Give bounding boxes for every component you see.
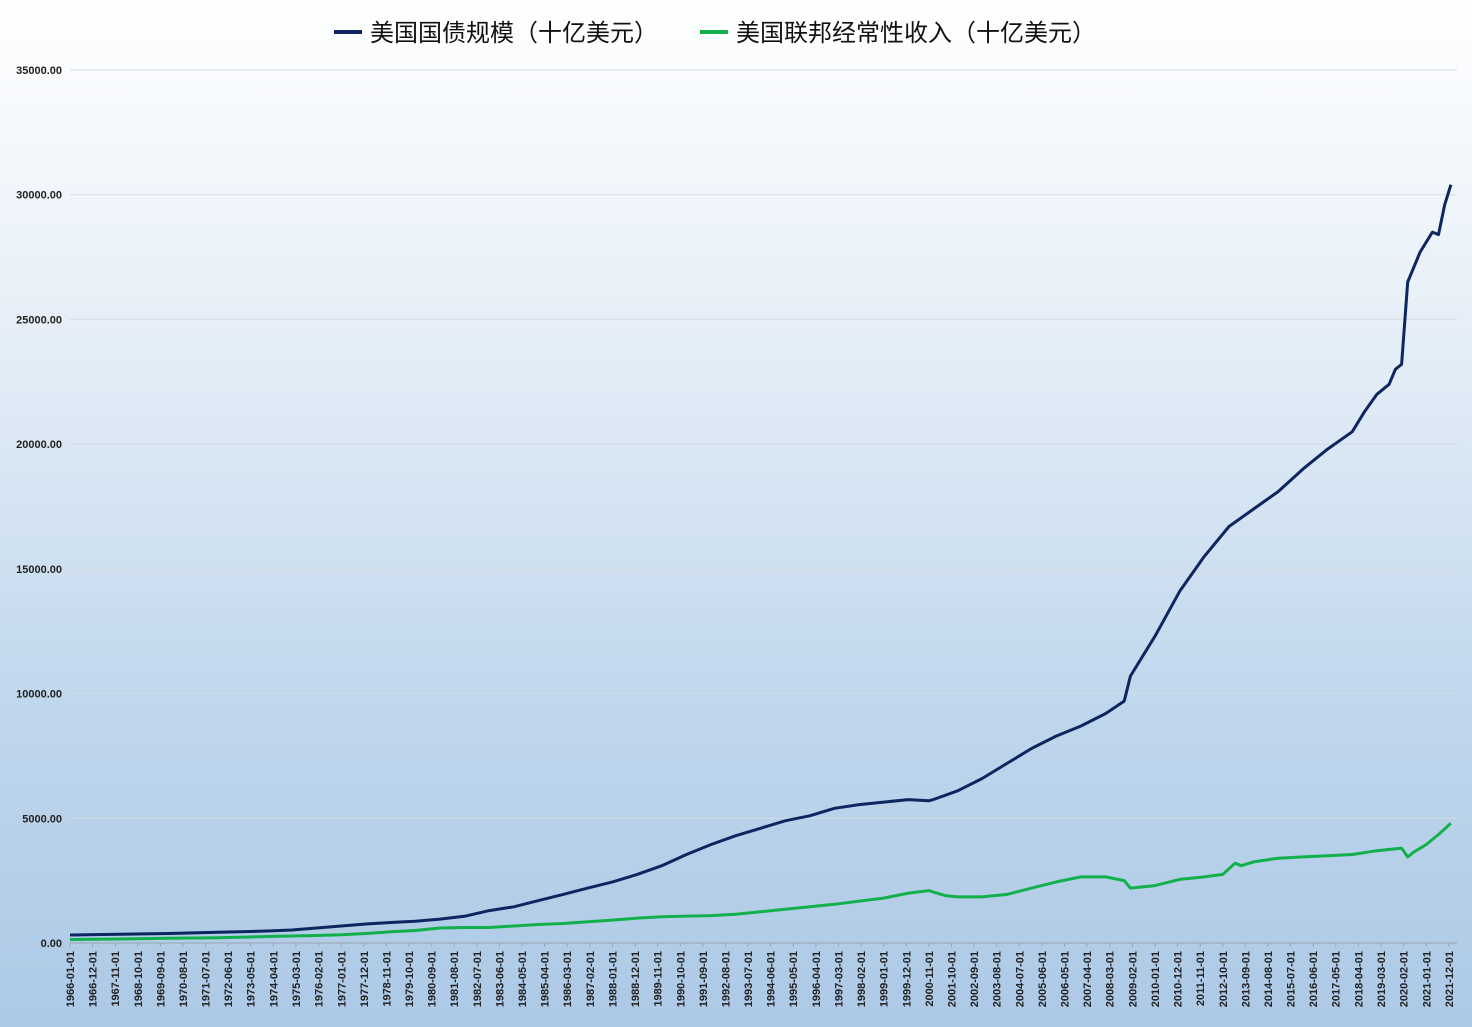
y-tick-label: 0.00 (41, 938, 62, 950)
x-tick-label: 1999-12-01 (901, 951, 913, 1007)
x-tick-label: 1983-06-01 (494, 951, 506, 1007)
x-tick-label: 2014-08-01 (1263, 951, 1275, 1007)
x-tick-label: 2002-09-01 (969, 951, 981, 1007)
x-tick-label: 1971-07-01 (200, 951, 212, 1007)
x-tick-label: 1974-04-01 (268, 951, 280, 1007)
x-tick-label: 1994-06-01 (766, 951, 778, 1007)
y-tick-label: 10000.00 (16, 689, 62, 701)
x-tick-label: 1975-03-01 (291, 951, 303, 1007)
x-tick-label: 2001-10-01 (947, 951, 959, 1007)
y-tick-label: 15000.00 (16, 564, 62, 576)
y-tick-label: 30000.00 (16, 190, 62, 202)
x-tick-label: 1997-03-01 (833, 951, 845, 1007)
x-tick-label: 2006-05-01 (1059, 951, 1071, 1007)
x-tick-label: 1972-06-01 (223, 951, 235, 1007)
x-tick-label: 2011-11-01 (1195, 951, 1207, 1006)
x-tick-label: 2013-09-01 (1240, 951, 1252, 1007)
x-tick-label: 1992-08-01 (720, 951, 732, 1007)
x-axis: 1966-01-01 1966-12-01 1967-11-01 1968-10-01… (65, 943, 1456, 1007)
chart-legend: 美国国债规模（十亿美元） 美国联邦经常性收入（十亿美元） (334, 19, 1096, 47)
x-tick-label: 1970-08-01 (178, 951, 190, 1007)
x-tick-label: 1996-04-01 (811, 951, 823, 1007)
x-tick-label: 1999-01-01 (879, 951, 891, 1007)
x-tick-label: 2003-08-01 (992, 951, 1004, 1007)
x-tick-label: 2005-06-01 (1037, 951, 1049, 1007)
x-tick-label: 1977-01-01 (336, 951, 348, 1007)
x-tick-label: 2021-12-01 (1444, 951, 1456, 1007)
x-tick-label: 2012-10-01 (1218, 951, 1230, 1007)
x-tick-label: 1981-08-01 (449, 951, 461, 1007)
x-tick-label: 1978-11-01 (381, 951, 393, 1007)
x-tick-label: 2004-07-01 (1014, 951, 1026, 1007)
x-tick-label: 2021-01-01 (1421, 951, 1433, 1007)
x-tick-label: 2007-04-01 (1082, 951, 1094, 1007)
x-tick-label: 1979-10-01 (404, 951, 416, 1007)
x-tick-label: 1995-05-01 (788, 951, 800, 1007)
x-tick-label: 1977-12-01 (359, 951, 371, 1007)
x-tick-label: 1988-01-01 (607, 951, 619, 1007)
x-tick-label: 2010-12-01 (1173, 951, 1185, 1007)
legend-label-revenue: 美国联邦经常性收入（十亿美元） (736, 19, 1096, 47)
x-tick-label: 2018-04-01 (1353, 951, 1365, 1007)
x-tick-label: 1982-07-01 (472, 951, 484, 1007)
x-tick-label: 2017-05-01 (1331, 951, 1343, 1007)
x-tick-label: 1998-02-01 (856, 951, 868, 1007)
x-tick-label: 1990-10-01 (675, 951, 687, 1007)
series-line-revenue (69, 822, 1452, 941)
x-tick-label: 1991-09-01 (698, 951, 710, 1007)
x-tick-label: 1967-11-01 (110, 951, 122, 1007)
x-tick-label: 2019-03-01 (1376, 951, 1388, 1007)
y-tick-label: 25000.00 (16, 314, 62, 326)
x-tick-label: 1966-12-01 (88, 951, 100, 1007)
y-tick-label: 35000.00 (16, 65, 62, 77)
y-axis: 0.00 5000.00 10000.00 15000.00 20000.00 25000… (16, 65, 62, 950)
chart-series (69, 184, 1453, 941)
y-tick-label: 20000.00 (16, 439, 62, 451)
x-tick-label: 1984-05-01 (517, 951, 529, 1007)
x-tick-label: 2010-01-01 (1150, 951, 1162, 1007)
x-tick-label: 2016-06-01 (1308, 951, 1320, 1007)
x-tick-label: 1976-02-01 (314, 951, 326, 1007)
chart-gridlines (70, 69, 1457, 944)
x-tick-label: 2009-02-01 (1127, 951, 1139, 1007)
x-tick-label: 1969-09-01 (155, 951, 167, 1007)
x-tick-label: 2020-02-01 (1399, 951, 1411, 1007)
x-tick-label: 1986-03-01 (562, 951, 574, 1007)
legend-label-debt: 美国国债规模（十亿美元） (370, 19, 658, 47)
x-tick-label: 1988-12-01 (630, 951, 642, 1007)
x-tick-label: 1966-01-01 (65, 951, 77, 1007)
x-tick-label: 1993-07-01 (743, 951, 755, 1007)
x-tick-label: 1973-05-01 (246, 951, 258, 1007)
x-tick-label: 2000-11-01 (924, 951, 936, 1007)
x-tick-label: 2008-03-01 (1105, 951, 1117, 1007)
x-tick-label: 2015-07-01 (1286, 951, 1298, 1007)
x-tick-label: 1985-04-01 (540, 951, 552, 1007)
x-tick-label: 1989-11-01 (653, 951, 665, 1007)
x-tick-label: 1968-10-01 (133, 951, 145, 1007)
x-tick-label: 1987-02-01 (585, 951, 597, 1007)
series-line-debt (69, 184, 1453, 937)
x-tick-label: 1980-09-01 (427, 951, 439, 1007)
y-tick-label: 5000.00 (22, 813, 62, 825)
